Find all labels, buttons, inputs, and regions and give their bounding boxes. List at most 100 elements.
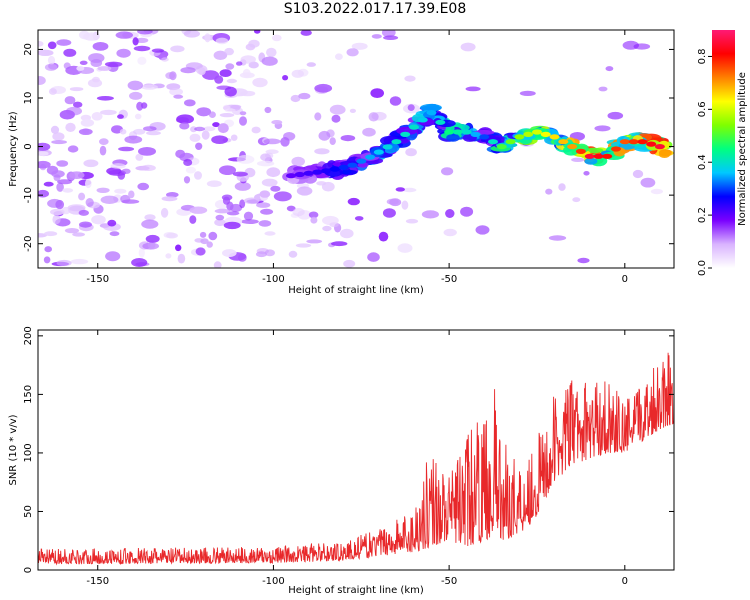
- spectral-blob: [282, 75, 289, 81]
- ridge-core: [637, 139, 648, 145]
- spectral-blob: [343, 259, 356, 268]
- spectral-blob: [351, 42, 368, 50]
- spectral-blob: [62, 188, 74, 193]
- spectral-blob: [441, 167, 454, 176]
- spectral-blob: [239, 111, 247, 116]
- spectral-blob: [44, 50, 54, 56]
- spectral-blob: [349, 108, 356, 113]
- spectral-blob: [607, 111, 624, 120]
- spectral-blob: [132, 37, 139, 46]
- spectral-blob: [185, 166, 196, 174]
- ridge-core: [540, 131, 551, 137]
- spectral-blob: [572, 197, 581, 203]
- colorbar: 0.0 0.2 0.4 0.6 0.8 Normalized spectral ampli…: [697, 30, 748, 276]
- colorbar-tick-label: 0.8: [697, 48, 708, 64]
- ridge-core: [505, 139, 516, 145]
- spectral-blob: [124, 135, 143, 144]
- ridge-core: [479, 134, 490, 140]
- y-tick-label: 0: [23, 143, 34, 149]
- spectral-blob: [389, 198, 402, 207]
- spectral-blob: [321, 181, 335, 192]
- spectral-blob: [131, 258, 148, 267]
- spectral-blob: [650, 188, 664, 195]
- spectral-blob: [329, 137, 336, 146]
- spectral-blob: [298, 92, 311, 100]
- spectral-blob: [56, 259, 72, 267]
- spectral-blob: [92, 42, 109, 51]
- spectral-blob: [219, 69, 232, 77]
- spectral-blob: [107, 219, 117, 227]
- spectral-blob: [445, 209, 455, 218]
- spectral-blob: [214, 218, 226, 227]
- spectral-blob: [308, 211, 319, 219]
- spectral-blob: [443, 228, 457, 237]
- spectral-blob: [50, 125, 60, 134]
- spectral-blob: [99, 145, 107, 156]
- spectral-blob: [52, 214, 61, 225]
- spectral-blob: [260, 208, 274, 215]
- spectral-blob: [100, 109, 117, 116]
- y-tick-label: 150: [23, 385, 34, 404]
- spectral-blob: [43, 181, 54, 187]
- spectral-blob: [405, 218, 419, 224]
- x-tick-label: 0: [622, 274, 628, 285]
- spectral-blob: [286, 205, 296, 212]
- spectral-blob: [346, 48, 359, 57]
- ridge-core: [584, 153, 595, 159]
- ridge-blob: [584, 147, 604, 154]
- spectral-blob: [44, 231, 58, 237]
- spectral-blob: [347, 197, 360, 206]
- spectral-blob: [44, 63, 58, 71]
- spectral-blob: [255, 251, 268, 258]
- y-tick-label: 10: [23, 92, 34, 105]
- spectral-blob: [558, 183, 566, 191]
- spectral-blob: [208, 231, 218, 241]
- spectral-blob: [38, 76, 46, 85]
- spectral-blob: [219, 165, 236, 175]
- spectral-blob: [292, 208, 305, 217]
- spectral-blob: [38, 151, 49, 156]
- spectral-blob: [66, 106, 82, 116]
- spectral-blob: [194, 126, 206, 132]
- spectral-blob: [214, 208, 231, 214]
- spectral-blob: [128, 190, 135, 199]
- spectral-blob: [196, 107, 212, 117]
- ridge-core: [435, 119, 446, 125]
- spectral-blob: [56, 160, 69, 167]
- spectral-blob: [51, 170, 65, 178]
- spectral-blob: [405, 148, 417, 157]
- spectral-blob: [571, 157, 585, 162]
- y-tick-label: 20: [23, 43, 34, 56]
- spectral-blob: [161, 196, 178, 202]
- spectral-blob: [395, 187, 405, 192]
- spectral-blob: [266, 47, 277, 58]
- spectral-blob: [421, 210, 439, 219]
- spectral-blob: [260, 153, 272, 161]
- ridge-core: [365, 154, 376, 160]
- x-tick-label: 0: [622, 576, 628, 587]
- spectral-blob: [117, 114, 124, 119]
- spectral-blob: [114, 188, 127, 194]
- spectral-blob: [145, 234, 160, 243]
- ridge-core: [461, 129, 472, 135]
- spectral-blob: [79, 221, 92, 228]
- ridge-blob: [446, 133, 460, 142]
- spectral-blob: [248, 39, 260, 48]
- x-axis-label: Height of straight line (km): [288, 585, 424, 596]
- spectral-blob: [165, 253, 172, 259]
- spectral-blob: [259, 190, 271, 198]
- ridge-core: [400, 131, 411, 137]
- spectral-blob: [90, 59, 103, 67]
- spectral-blob: [340, 135, 356, 142]
- spectral-blob: [335, 53, 343, 60]
- spectral-blob: [314, 112, 322, 121]
- colorbar-tick-label: 0.4: [697, 154, 708, 170]
- spectral-blob: [577, 257, 590, 264]
- ridge-blob: [658, 150, 671, 158]
- spectral-blob: [200, 238, 209, 245]
- spectral-blob: [243, 211, 254, 221]
- spectral-blob: [605, 66, 614, 72]
- spectral-blob: [215, 214, 225, 221]
- spectral-blob: [213, 50, 228, 60]
